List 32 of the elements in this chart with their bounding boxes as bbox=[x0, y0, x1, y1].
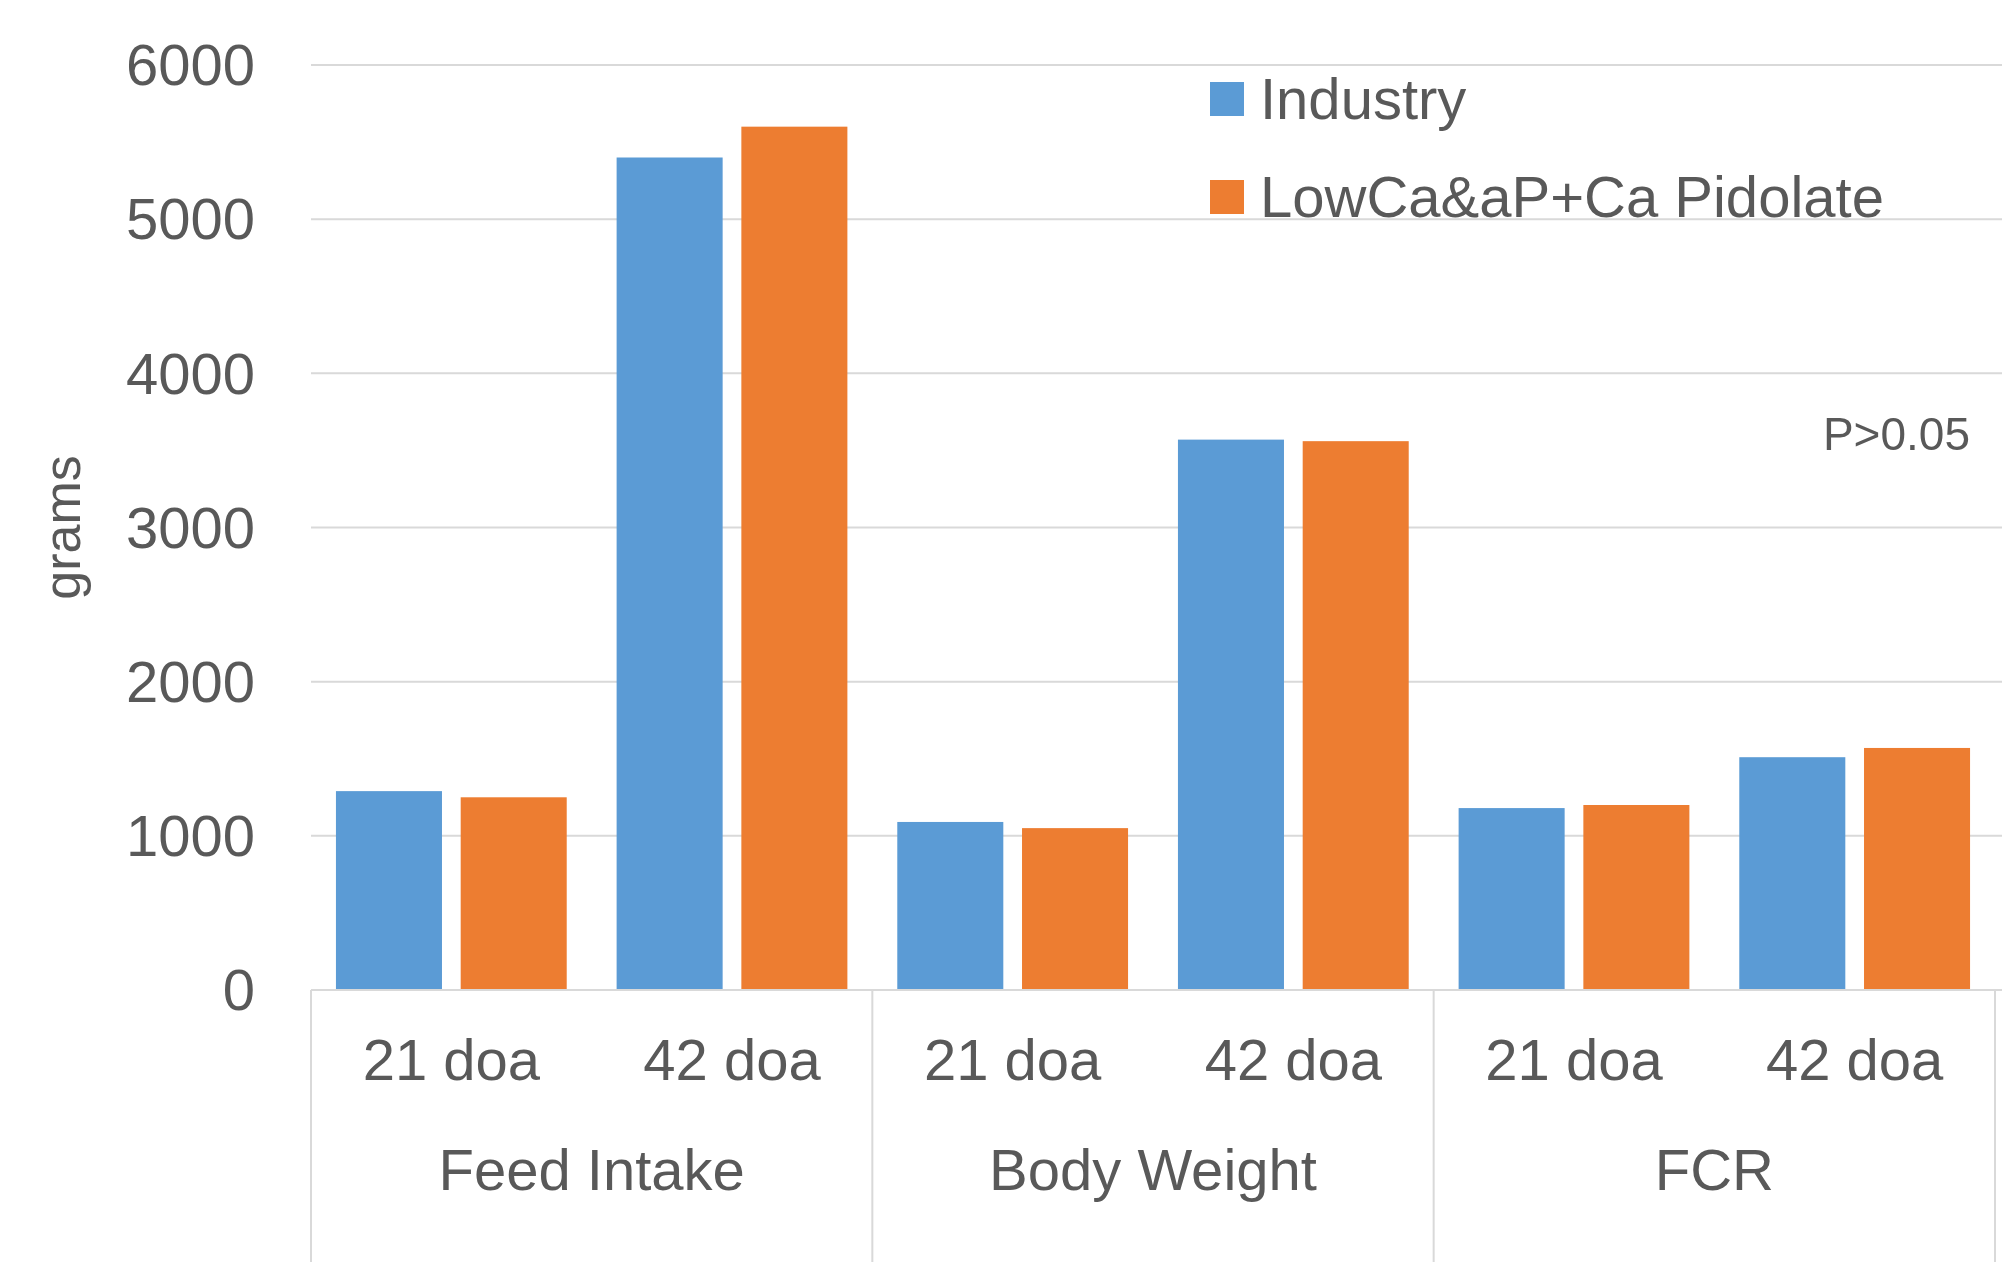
x-tick-label: 21 doa bbox=[1485, 1027, 1664, 1092]
annotation: P>0.05 bbox=[1822, 408, 1970, 460]
x-tick-label: 42 doa bbox=[1204, 1027, 1383, 1092]
text: FCR bbox=[1654, 1137, 1774, 1202]
bar bbox=[1739, 757, 1846, 990]
y-tick-label: 5000 bbox=[125, 186, 255, 252]
bar bbox=[1458, 808, 1565, 990]
bar bbox=[616, 157, 723, 990]
bar bbox=[1583, 805, 1690, 990]
text: Body Weight bbox=[989, 1137, 1317, 1202]
legend-label: LowCa&aP+Ca Pidolate bbox=[1260, 164, 1884, 230]
x-tick-label: 21 doa bbox=[362, 1027, 541, 1092]
x-tick-label: 42 doa bbox=[643, 1027, 822, 1092]
y-axis-title: grams bbox=[33, 455, 92, 600]
x-tick-label: 21 doa bbox=[923, 1027, 1103, 1092]
bar bbox=[335, 791, 442, 990]
y-tick-label: 6000 bbox=[125, 32, 255, 98]
y-tick-label: 4000 bbox=[125, 340, 255, 406]
bar bbox=[741, 126, 848, 990]
y-tick-label: 1000 bbox=[125, 803, 255, 869]
y-tick-label: 2000 bbox=[125, 648, 255, 714]
legend-label: Industry bbox=[1260, 66, 1467, 132]
bar bbox=[460, 797, 567, 990]
bar bbox=[1177, 439, 1284, 990]
bar bbox=[1864, 747, 1971, 990]
y-tick-label: 0 bbox=[222, 957, 255, 1023]
bar bbox=[897, 821, 1004, 990]
text: Feed Intake bbox=[438, 1137, 745, 1202]
bar bbox=[1302, 441, 1409, 990]
bar bbox=[1022, 828, 1129, 990]
y-tick-label: 3000 bbox=[125, 494, 255, 560]
x-tick-label: 42 doa bbox=[1765, 1027, 1945, 1092]
